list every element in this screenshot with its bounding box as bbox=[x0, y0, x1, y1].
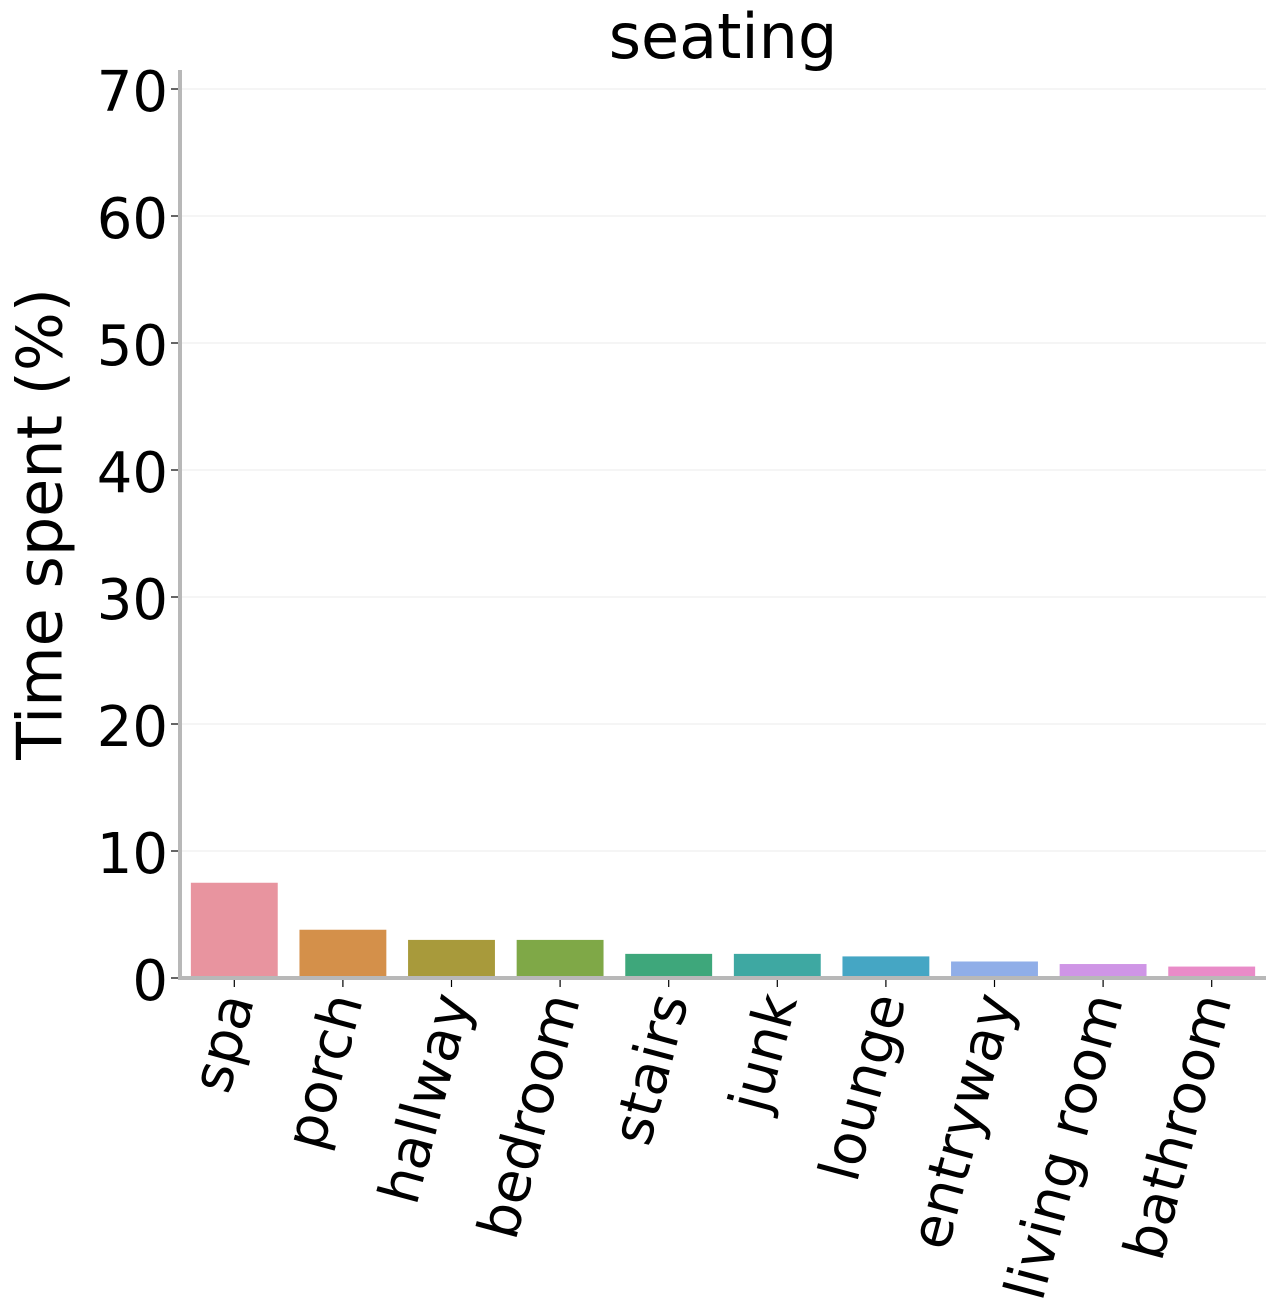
y-tick-label: 40 bbox=[97, 441, 168, 506]
x-tick-label: hallway bbox=[367, 987, 485, 1211]
bar-spa bbox=[190, 882, 278, 978]
y-tick-label: 70 bbox=[97, 60, 168, 125]
bar-porch bbox=[299, 929, 387, 978]
bar-lounge bbox=[842, 956, 930, 978]
x-tick-label: porch bbox=[273, 987, 377, 1156]
y-tick-label: 50 bbox=[97, 314, 168, 379]
x-tick-label: stairs bbox=[600, 987, 702, 1152]
y-tick-label: 10 bbox=[97, 822, 168, 887]
y-tick-label: 20 bbox=[97, 695, 168, 760]
bar-bathroom bbox=[1168, 966, 1256, 978]
y-tick-label: 60 bbox=[97, 187, 168, 252]
bar-hallway bbox=[408, 939, 495, 978]
x-tick-label: spa bbox=[179, 987, 267, 1099]
chart-title: seating bbox=[608, 0, 838, 73]
x-tick-label: junk bbox=[717, 986, 811, 1120]
bar-junk bbox=[733, 953, 821, 978]
x-tick-label: bathroom bbox=[1112, 987, 1245, 1267]
bar-stairs bbox=[625, 953, 713, 978]
x-tick-label: entryway bbox=[898, 987, 1028, 1256]
y-tick-label: 30 bbox=[97, 568, 168, 633]
bar-living-room bbox=[1059, 964, 1147, 978]
y-tick-label: 0 bbox=[132, 949, 168, 1014]
bar-bedroom bbox=[516, 939, 604, 978]
bar-entryway bbox=[951, 961, 1038, 978]
x-tick-label: bedroom bbox=[466, 987, 594, 1246]
x-tick-label: lounge bbox=[807, 987, 919, 1188]
